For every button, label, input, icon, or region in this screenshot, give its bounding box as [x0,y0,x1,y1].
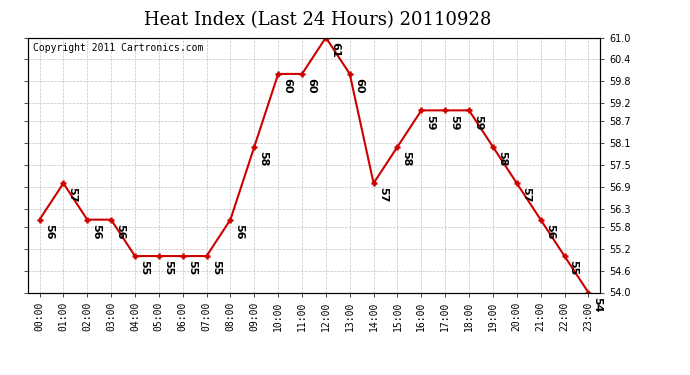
Text: Heat Index (Last 24 Hours) 20110928: Heat Index (Last 24 Hours) 20110928 [144,11,491,29]
Text: 55: 55 [210,260,221,276]
Text: 55: 55 [187,260,197,276]
Text: 57: 57 [68,188,77,203]
Text: 58: 58 [259,151,268,166]
Text: 55: 55 [139,260,149,276]
Text: 54: 54 [593,297,602,312]
Text: 59: 59 [426,114,435,130]
Text: 60: 60 [282,78,293,94]
Text: 55: 55 [163,260,173,276]
Text: 60: 60 [306,78,316,94]
Text: 60: 60 [354,78,364,94]
Text: 58: 58 [402,151,412,166]
Text: 59: 59 [473,114,483,130]
Text: 58: 58 [497,151,507,166]
Text: 61: 61 [330,42,340,57]
Text: 56: 56 [91,224,101,239]
Text: 56: 56 [43,224,54,239]
Text: 56: 56 [235,224,244,239]
Text: Copyright 2011 Cartronics.com: Copyright 2011 Cartronics.com [33,43,204,52]
Text: 57: 57 [377,188,388,203]
Text: 56: 56 [545,224,555,239]
Text: 59: 59 [449,114,460,130]
Text: 57: 57 [521,188,531,203]
Text: 56: 56 [115,224,126,239]
Text: 55: 55 [569,260,579,276]
